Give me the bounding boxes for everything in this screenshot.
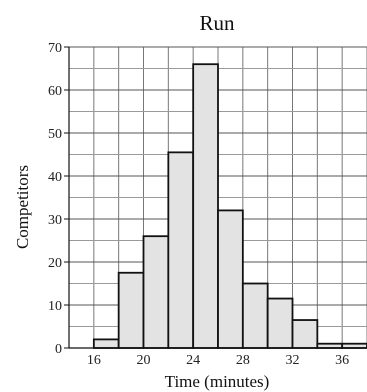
x-tick-labels: 16 20 24 28 32 36: [87, 353, 349, 368]
histogram-bar: [92, 338, 120, 349]
histogram-bar: [316, 342, 344, 349]
x-tick-label: 16: [87, 353, 101, 368]
histogram-bar: [142, 235, 170, 349]
y-tick-labels: 0 10 20 30 40 50 60 70: [48, 41, 69, 357]
y-tick-label: 20: [48, 256, 62, 271]
y-tick-label: 50: [48, 127, 62, 142]
x-tick-label: 28: [236, 353, 250, 368]
y-tick-label: 70: [48, 41, 62, 56]
y-tick-label: 0: [55, 342, 62, 357]
histogram-bar: [266, 297, 294, 349]
y-tick-label: 40: [48, 170, 62, 185]
bars-group: [69, 63, 367, 349]
y-tick-label: 60: [48, 84, 62, 99]
chart-title: Run: [199, 11, 235, 35]
y-tick-label: 30: [48, 213, 62, 228]
x-tick-label: 32: [286, 353, 300, 368]
x-tick-label: 24: [186, 353, 200, 368]
histogram-bar: [217, 209, 244, 349]
histogram-bar: [117, 271, 145, 349]
x-tick-label: 20: [137, 353, 151, 368]
y-tick-label: 10: [48, 299, 62, 314]
histogram-bar: [341, 342, 367, 349]
histogram-bar: [241, 282, 269, 349]
x-tick-label: 36: [335, 353, 349, 368]
y-axis-label: Competitors: [13, 165, 32, 249]
x-axis-label: Time (minutes): [165, 372, 270, 391]
histogram-bar: [291, 319, 319, 349]
histogram-bar: [192, 63, 219, 349]
histogram-bar: [167, 151, 195, 349]
